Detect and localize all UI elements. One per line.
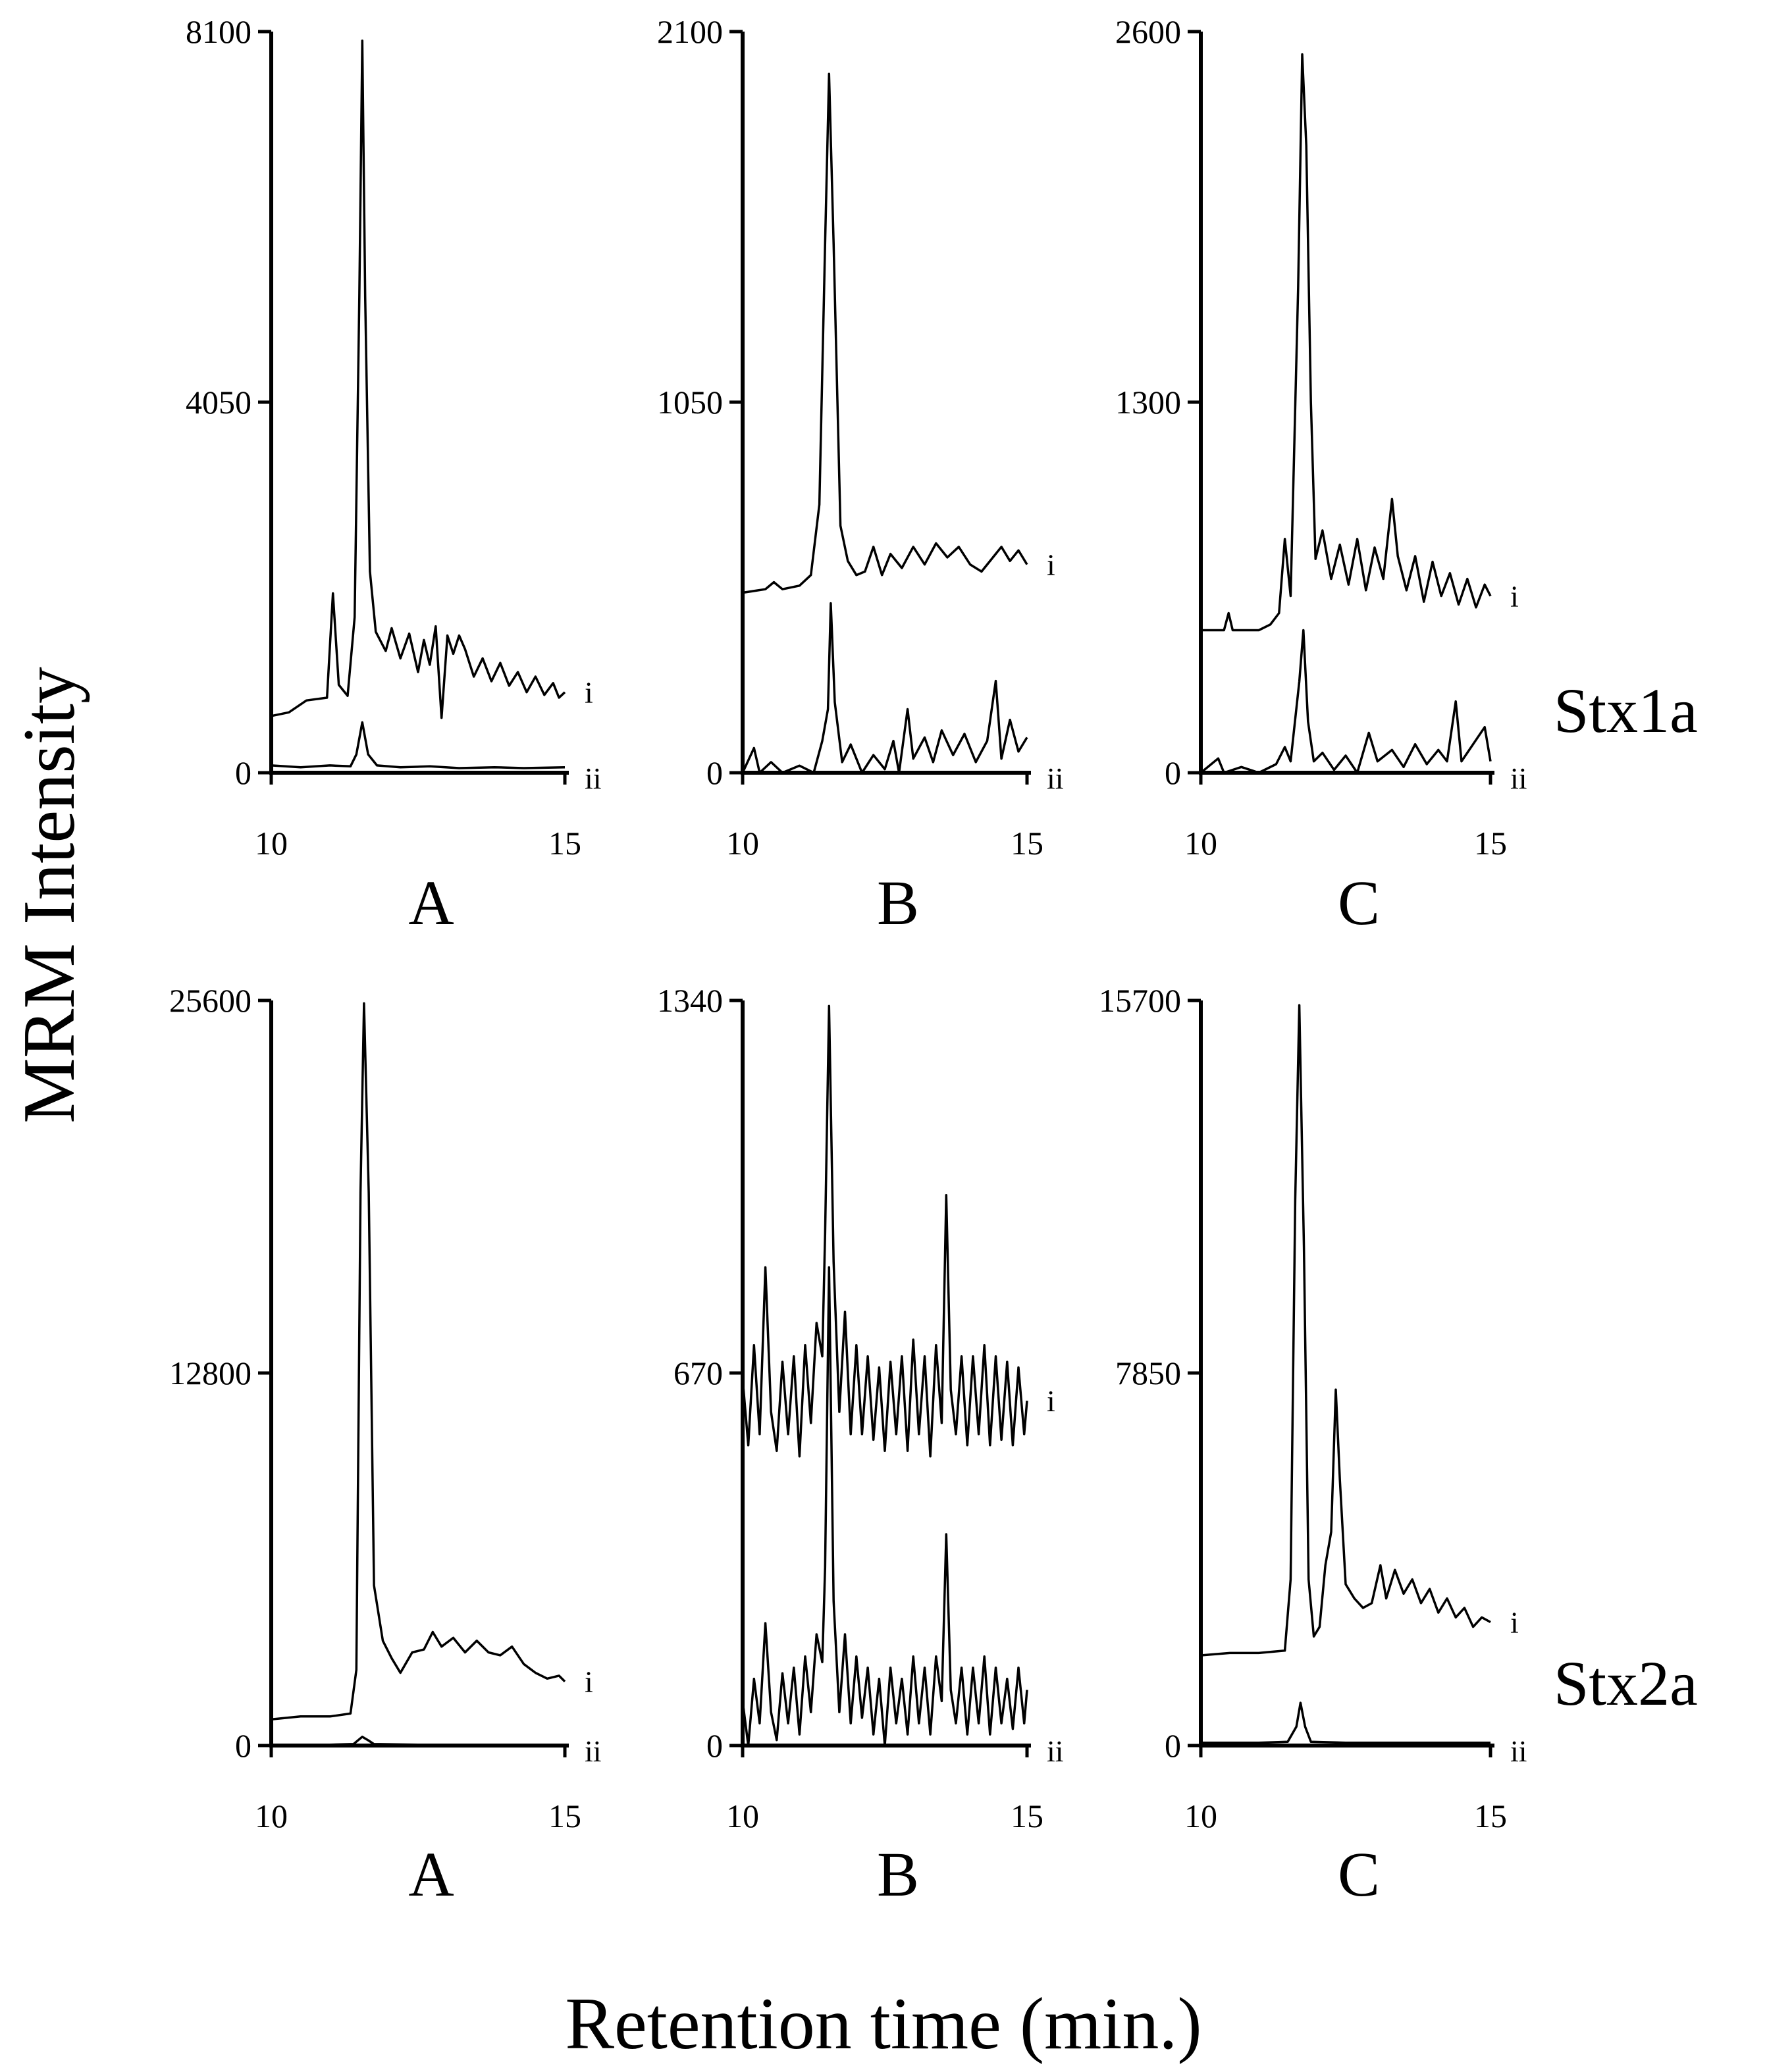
series-ii-line — [271, 1735, 565, 1746]
trace-label-ii: ii — [1510, 762, 1527, 795]
trace-label-ii: ii — [585, 762, 602, 795]
y-tick-label: 12800 — [169, 1355, 251, 1391]
x-tick-label: 10 — [1184, 825, 1217, 862]
panel-letter: A — [408, 1839, 454, 1909]
y-tick-label: 670 — [673, 1355, 723, 1391]
panel-letter: C — [1338, 868, 1380, 938]
y-tick-label: 0 — [706, 754, 723, 791]
row-label-stx1a: Stx1a — [1554, 675, 1698, 746]
y-tick-label: 0 — [235, 1727, 251, 1764]
series-i-line — [271, 1002, 566, 1721]
panel-letter: C — [1338, 1839, 1380, 1909]
x-tick-label: 15 — [1011, 1798, 1043, 1834]
trace-label-i: i — [1047, 548, 1055, 582]
trace-label-ii: ii — [585, 1734, 602, 1768]
panel-letter: B — [877, 1839, 919, 1909]
x-tick-label: 10 — [255, 825, 288, 862]
trace-label-ii: ii — [1510, 1734, 1527, 1768]
series-i-line — [741, 1004, 1028, 1458]
x-tick-label: 10 — [726, 825, 759, 862]
trace-label-ii: ii — [1047, 1734, 1064, 1768]
series-i-line — [271, 39, 566, 719]
y-tick-label: 2100 — [657, 13, 723, 50]
y-tick-label: 15700 — [1099, 982, 1181, 1019]
series-i-line — [742, 72, 1028, 594]
trace-label-i: i — [1510, 1606, 1519, 1640]
y-tick-label: 7850 — [1115, 1355, 1181, 1391]
panel-letter: A — [408, 868, 454, 938]
y-axis-title: MRM Intensity — [9, 667, 90, 1124]
series-ii-line — [271, 721, 566, 769]
series-i-line — [1201, 53, 1492, 632]
y-tick-label: 4050 — [186, 384, 251, 421]
x-tick-label: 15 — [548, 825, 581, 862]
y-tick-label: 0 — [1165, 754, 1181, 791]
series-ii-line — [741, 1266, 1028, 1747]
trace-label-i: i — [585, 676, 593, 710]
series-ii-line — [1200, 629, 1492, 774]
trace-label-i: i — [1047, 1384, 1055, 1418]
trace-label-ii: ii — [1047, 762, 1064, 795]
y-tick-label: 0 — [706, 1727, 723, 1764]
series-ii-line — [741, 602, 1028, 774]
y-tick-label: 1300 — [1115, 384, 1181, 421]
x-tick-label: 15 — [1474, 1798, 1507, 1834]
panel-letter: B — [877, 868, 919, 938]
y-tick-label: 1050 — [657, 384, 723, 421]
x-tick-label: 10 — [726, 1798, 759, 1834]
x-tick-label: 15 — [1474, 825, 1507, 862]
series-ii-line — [1201, 1701, 1490, 1744]
series-i-line — [1200, 1004, 1491, 1657]
x-tick-label: 15 — [1011, 825, 1043, 862]
y-tick-label: 25600 — [169, 982, 251, 1019]
x-tick-label: 15 — [548, 1798, 581, 1834]
trace-label-i: i — [585, 1665, 593, 1699]
x-tick-label: 10 — [255, 1798, 288, 1834]
y-tick-label: 8100 — [186, 13, 251, 50]
row-label-stx2a: Stx2a — [1554, 1648, 1698, 1719]
trace-label-i: i — [1510, 579, 1519, 613]
y-tick-label: 0 — [1165, 1727, 1181, 1764]
x-tick-label: 10 — [1184, 1798, 1217, 1834]
y-tick-label: 0 — [235, 754, 251, 791]
y-tick-label: 2600 — [1115, 13, 1181, 50]
y-tick-label: 1340 — [657, 982, 723, 1019]
x-axis-title: Retention time (min.) — [565, 1983, 1201, 2065]
